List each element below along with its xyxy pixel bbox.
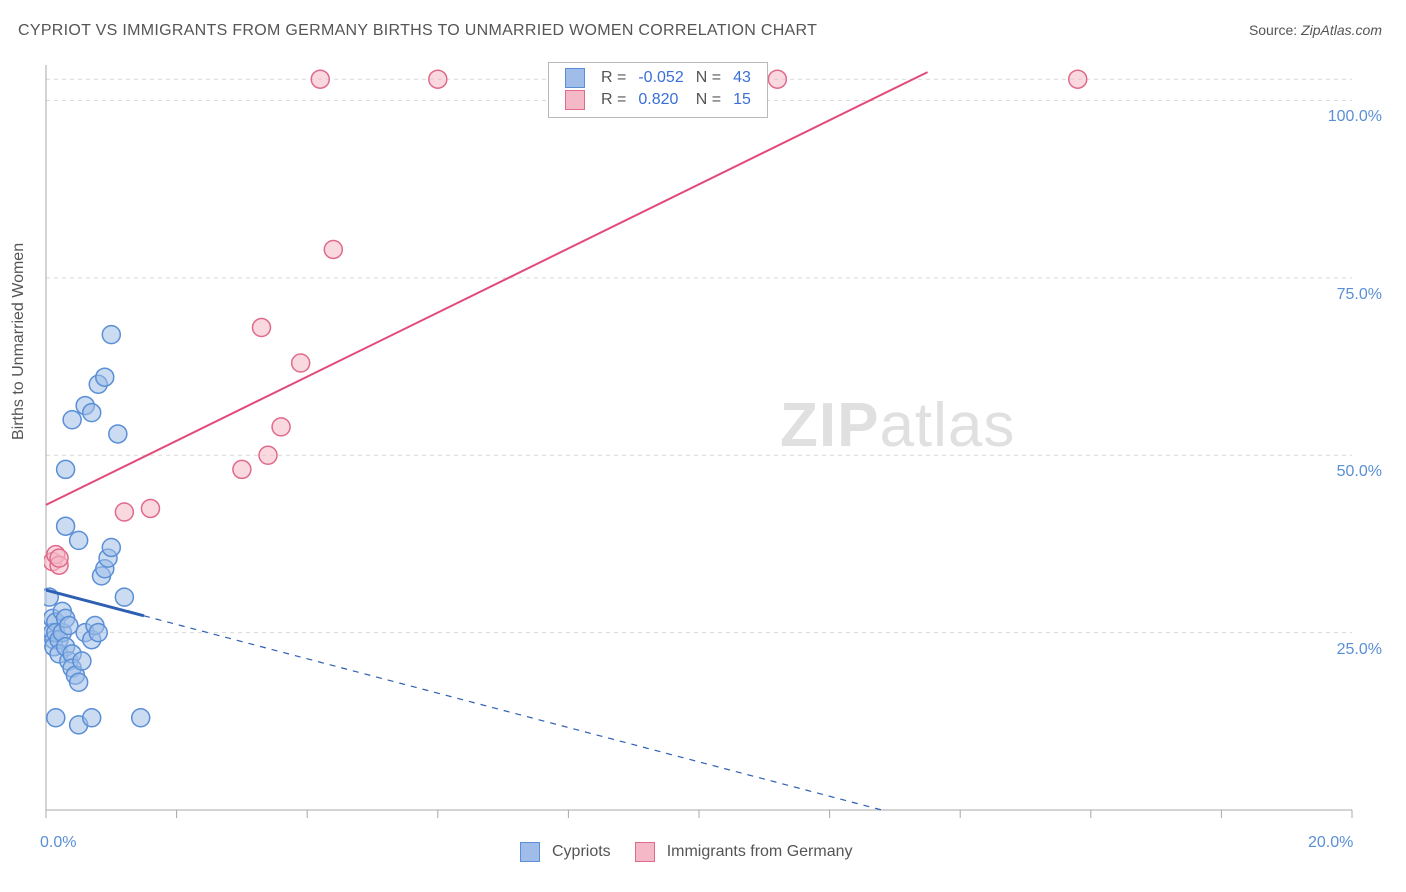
swatch-cypriots-icon [520,842,540,862]
scatter-plot [44,55,1354,820]
r-label: R = [595,89,632,111]
legend-item-cypriots: Cypriots [520,842,611,862]
swatch-cypriots-icon [565,68,585,88]
y-tick-label: 50.0% [1337,463,1382,481]
r-value-cypriots: -0.052 [632,67,689,89]
legend-label-germany: Immigrants from Germany [667,843,853,861]
n-value-cypriots: 43 [727,67,757,89]
legend-row-cypriots: R = -0.052 N = 43 [559,67,757,89]
n-label: N = [690,89,727,111]
legend-row-germany: R = 0.820 N = 15 [559,89,757,111]
y-tick-label: 75.0% [1337,286,1382,304]
source-value: ZipAtlas.com [1301,22,1382,38]
legend-label-cypriots: Cypriots [552,843,611,861]
r-label: R = [595,67,632,89]
chart-title: CYPRIOT VS IMMIGRANTS FROM GERMANY BIRTH… [18,22,817,40]
x-tick-label: 20.0% [1308,834,1353,852]
source-credit: Source: ZipAtlas.com [1249,22,1382,38]
y-tick-label: 25.0% [1337,641,1382,659]
swatch-germany-icon [565,90,585,110]
x-tick-label: 0.0% [40,834,76,852]
y-tick-label: 100.0% [1328,108,1382,126]
n-value-germany: 15 [727,89,757,111]
source-label: Source: [1249,22,1301,38]
swatch-germany-icon [635,842,655,862]
correlation-legend: R = -0.052 N = 43 R = 0.820 N = 15 [548,62,768,118]
y-axis-label: Births to Unmarried Women [10,243,28,440]
n-label: N = [690,67,727,89]
series-legend: Cypriots Immigrants from Germany [520,842,853,862]
legend-item-germany: Immigrants from Germany [635,842,853,862]
r-value-germany: 0.820 [632,89,689,111]
